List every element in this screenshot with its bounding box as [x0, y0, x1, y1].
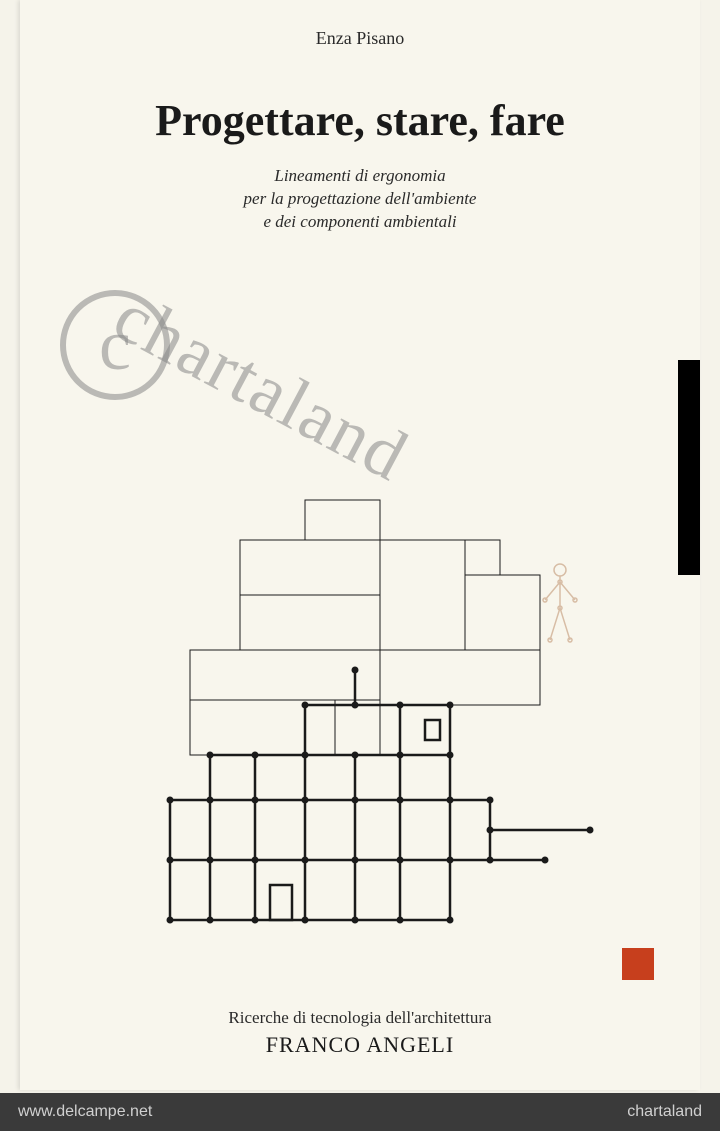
author-name: Enza Pisano	[316, 28, 404, 49]
book-cover: Enza Pisano Progettare, stare, fare Line…	[20, 0, 700, 1090]
black-accent-bar	[678, 360, 700, 575]
footer-brand: chartaland	[627, 1103, 702, 1121]
subtitle-line1: Lineamenti di ergonomia	[150, 165, 570, 188]
page-container: Enza Pisano Progettare, stare, fare Line…	[0, 0, 720, 1131]
subtitle-line2: per la progettazione dell'ambiente	[150, 188, 570, 211]
footer-bar: www.delcampe.net chartaland	[0, 1093, 720, 1131]
publisher-name: FRANCO ANGELI	[110, 1032, 610, 1058]
bottom-text-block: Ricerche di tecnologia dell'architettura…	[110, 1008, 610, 1058]
orange-accent-square	[622, 948, 654, 980]
footer-website: www.delcampe.net	[18, 1103, 152, 1121]
series-name: Ricerche di tecnologia dell'architettura	[110, 1008, 610, 1028]
main-title: Progettare, stare, fare	[155, 95, 565, 146]
subtitle-line3: e dei componenti ambientali	[150, 211, 570, 234]
architectural-diagram	[150, 490, 600, 960]
subtitle: Lineamenti di ergonomia per la progettaz…	[150, 165, 570, 234]
mannequin-figure-icon	[535, 560, 585, 650]
